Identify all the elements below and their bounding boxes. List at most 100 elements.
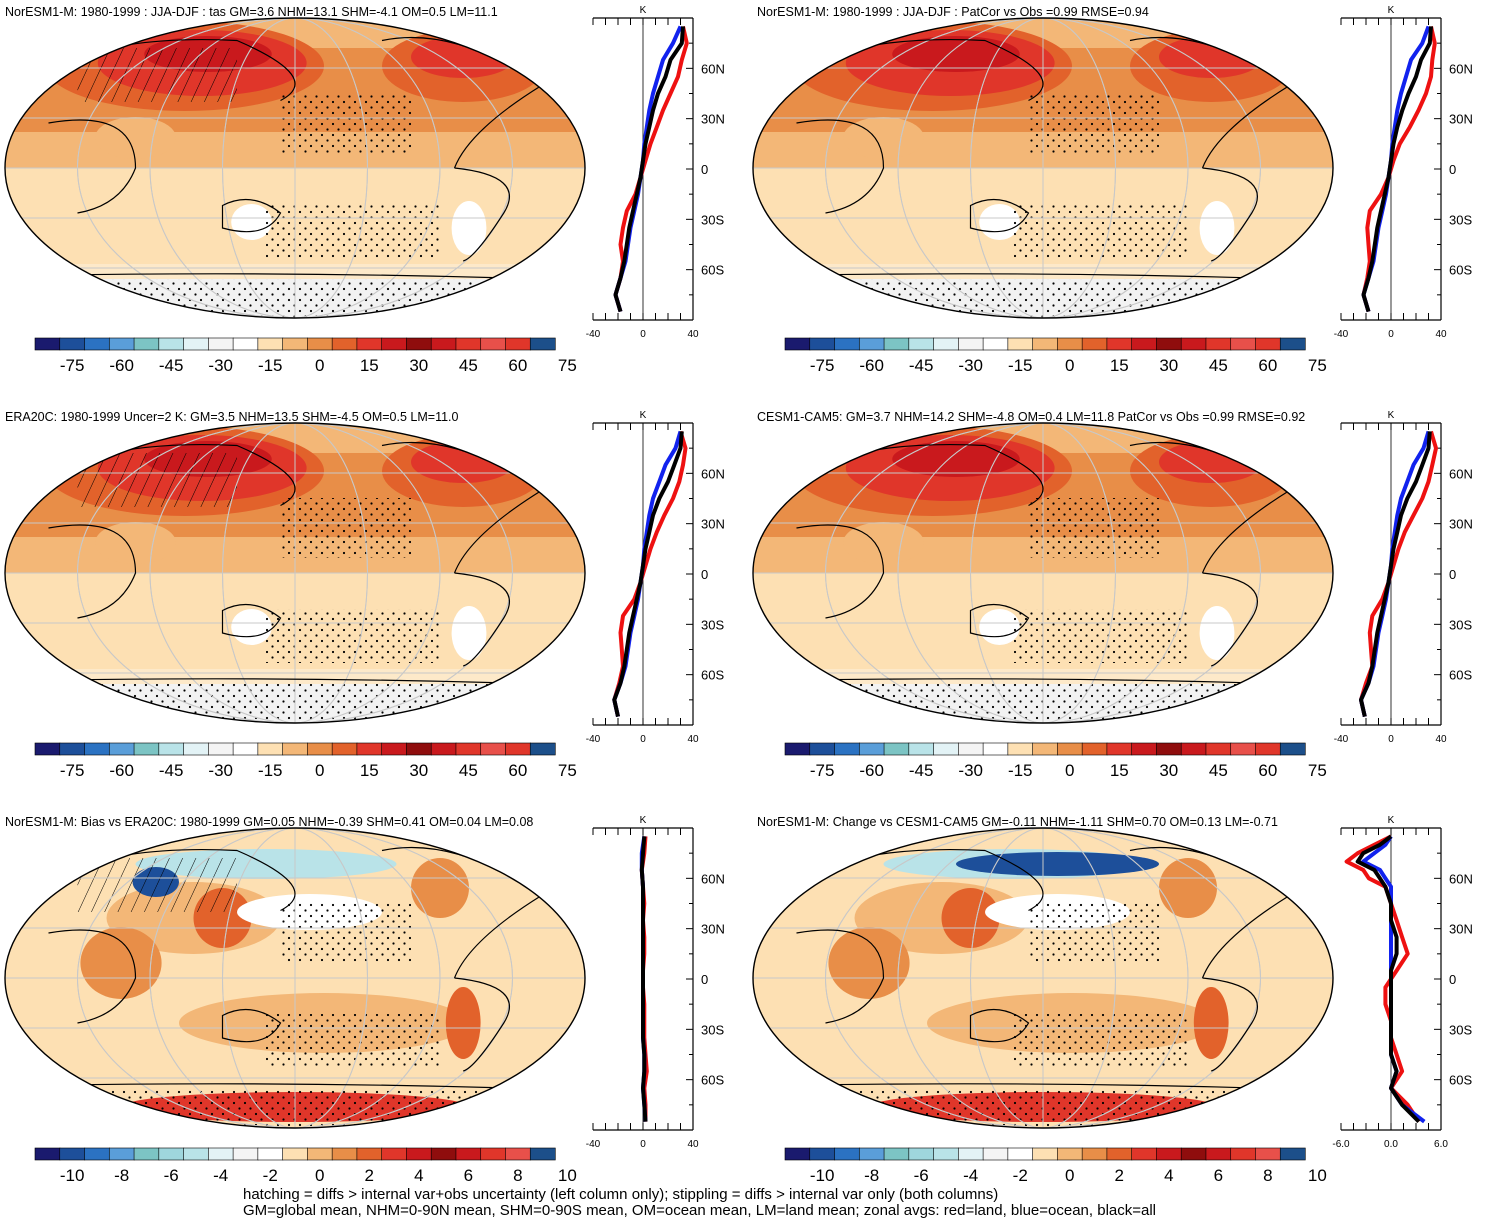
- colorbar-swatch: [59, 1147, 86, 1161]
- lat-tick-label: 30N: [1449, 922, 1473, 937]
- colorbar-tick-label: -8: [864, 1166, 879, 1185]
- colorbar-tick-label: -30: [208, 761, 233, 780]
- meridian-gridline: [222, 423, 368, 723]
- colorbar-tick-label: -15: [258, 761, 283, 780]
- colorbar-swatch: [1131, 337, 1158, 351]
- hatch-region: [77, 453, 237, 507]
- panel-p1: NorESM1-M: 1980-1999 : JJA-DJF : tas GM=…: [4, 5, 725, 375]
- lat-tick-label: 0: [701, 162, 708, 177]
- colorbar-swatch: [908, 1147, 935, 1161]
- colorbar-swatch: [307, 742, 333, 756]
- lat-tick-label: 60N: [1449, 466, 1473, 481]
- lat-tick-label: 0: [1449, 567, 1456, 582]
- colorbar-swatch: [84, 337, 110, 351]
- colorbar-tick-label: 60: [508, 356, 527, 375]
- australia: [979, 609, 1020, 645]
- panel-p3: ERA20C: 1980-1999 Uncer=2 K: GM=3.5 NHM=…: [4, 410, 725, 780]
- colorbar-swatch: [1156, 337, 1182, 351]
- hatch-region: [77, 48, 237, 102]
- stipple-region: [266, 1014, 440, 1068]
- lat-tick-label: 60N: [701, 466, 725, 481]
- colorbar: -75 -60 -45 -30 -15 0 15 30 45 60 75: [784, 742, 1327, 780]
- colorbar-tick-label: 30: [1159, 761, 1178, 780]
- colorbar-tick-label: 10: [1308, 1166, 1327, 1185]
- colorbar-swatch: [430, 1147, 457, 1161]
- x-tick-label: 0: [1388, 329, 1394, 340]
- ocean-zonal-line: [613, 25, 683, 313]
- colorbar-swatch: [1057, 337, 1083, 351]
- colorbar-swatch: [158, 337, 185, 351]
- anomaly-blob-2: [80, 927, 162, 999]
- colorbar-tick-label: 15: [360, 761, 379, 780]
- colorbar-swatch: [1032, 337, 1058, 351]
- colorbar-swatch: [1156, 742, 1182, 756]
- colorbar-swatch: [529, 337, 556, 351]
- colorbar-tick-label: 10: [558, 1166, 577, 1185]
- africa-coast: [48, 119, 137, 214]
- colorbar-tick-label: -45: [909, 356, 934, 375]
- colorbar-tick-label: -15: [1008, 761, 1033, 780]
- colorbar-swatch: [1081, 1147, 1108, 1161]
- colorbar-swatch: [505, 337, 531, 351]
- africa-coast: [796, 524, 885, 619]
- colorbar-tick-label: -4: [963, 1166, 978, 1185]
- colorbar-tick-label: -30: [208, 356, 233, 375]
- colorbar-tick-label: 15: [1110, 761, 1129, 780]
- stipple-region: [280, 498, 411, 558]
- map-outline: [752, 422, 1334, 724]
- australia: [231, 609, 272, 645]
- all-zonal-line: [1361, 26, 1433, 313]
- lat-tick-label: 30S: [1449, 212, 1472, 227]
- unit-label: K: [640, 815, 647, 826]
- all-zonal-line: [1359, 431, 1432, 718]
- colorbar-tick-label: 45: [1209, 356, 1228, 375]
- colorbar-swatch: [1230, 742, 1257, 756]
- colorbar-swatch: [430, 742, 457, 756]
- x-tick-label: -40: [586, 1139, 601, 1150]
- africa-coast: [48, 524, 137, 619]
- colorbar-swatch: [108, 742, 135, 756]
- colorbar-tick-label: -8: [114, 1166, 129, 1185]
- unit-label: K: [1388, 410, 1395, 421]
- samerica-south: [451, 201, 487, 255]
- namerica-hot: [411, 36, 516, 78]
- colorbar-tick-label: 60: [508, 761, 527, 780]
- colorbar-tick-label: -45: [159, 356, 184, 375]
- colorbar-swatch: [1156, 1147, 1182, 1161]
- colorbar-swatch: [1279, 337, 1306, 351]
- colorbar-swatch: [282, 337, 308, 351]
- lat-tick-label: 60S: [1449, 668, 1472, 683]
- all-zonal-line: [612, 431, 684, 718]
- meridian-gridline: [149, 18, 441, 318]
- colorbar-swatch: [1180, 742, 1207, 756]
- meridian-gridline: [825, 423, 1261, 723]
- colorbar-tick-label: -10: [810, 1166, 835, 1185]
- colorbar-swatch: [1205, 337, 1232, 351]
- meridian-gridline: [222, 18, 368, 318]
- stipple-region: [1028, 903, 1159, 963]
- anomaly-blob-2: [828, 927, 910, 999]
- x-tick-label: 0: [640, 329, 646, 340]
- africa-coast: [48, 929, 137, 1024]
- colorbar-swatch: [809, 1147, 836, 1161]
- colorbar-swatch: [480, 742, 507, 756]
- colorbar-swatch: [1205, 742, 1232, 756]
- colorbar-swatch: [1007, 742, 1034, 756]
- colorbar-swatch: [158, 742, 185, 756]
- colorbar-tick-label: -60: [859, 761, 884, 780]
- x-tick-label: -40: [586, 734, 601, 745]
- colorbar-tick-label: 4: [414, 1166, 423, 1185]
- colorbar-swatch: [1255, 1147, 1281, 1161]
- meridian-gridline: [825, 828, 1261, 1128]
- map-field: [5, 828, 585, 1128]
- colorbar-tick-label: -6: [164, 1166, 179, 1185]
- colorbar-tick-label: -10: [60, 1166, 85, 1185]
- colorbar-swatch: [958, 1147, 984, 1161]
- panel-title: NorESM1-M: 1980-1999 : JJA-DJF : PatCor …: [757, 5, 1149, 19]
- samerica-coast: [1202, 977, 1258, 1072]
- meridian-gridline: [897, 828, 1189, 1128]
- colorbar-swatch: [34, 337, 61, 351]
- colorbar-swatch: [59, 337, 86, 351]
- zonal-mean-plot: K -40 0 40 60N 30N 0 30S 60S: [586, 5, 725, 340]
- footnote-line-2: GM=global mean, NHM=0-90N mean, SHM=0-90…: [243, 1202, 1157, 1218]
